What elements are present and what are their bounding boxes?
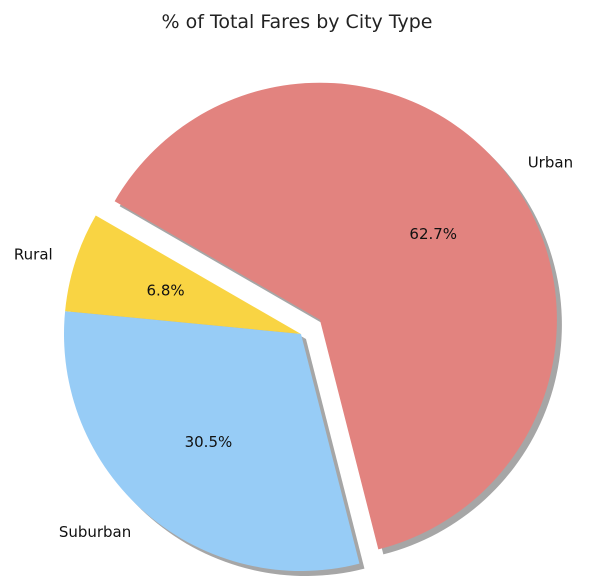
- slice-label-urban: Urban: [528, 153, 573, 171]
- pct-label-suburban: 30.5%: [185, 433, 233, 451]
- chart-title: % of Total Fares by City Type: [162, 11, 433, 33]
- slice-urban: [114, 82, 557, 550]
- slice-layer: [64, 82, 557, 571]
- label-layer: Rural 6.8% Suburban 30.5% Urban 62.7%: [14, 153, 573, 541]
- slice-rural: [65, 215, 301, 334]
- slice-label-suburban: Suburban: [59, 523, 131, 541]
- slice-suburban: [64, 311, 360, 571]
- pct-label-urban: 62.7%: [409, 225, 457, 243]
- pct-label-rural: 6.8%: [147, 282, 185, 300]
- slice-label-rural: Rural: [14, 245, 53, 263]
